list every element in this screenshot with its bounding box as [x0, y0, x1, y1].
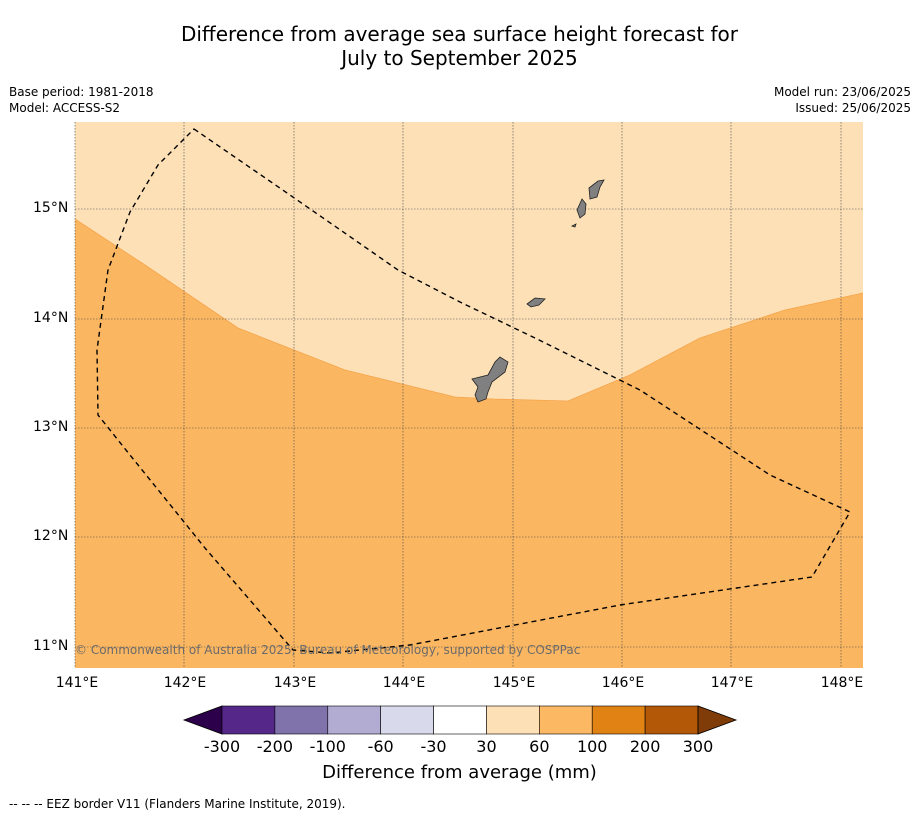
colorbar-tick-label: 100 — [576, 737, 608, 756]
colorbar-tick-label: -60 — [367, 737, 394, 756]
eez-legend-note: -- -- -- EEZ border V11 (Flanders Marine… — [9, 797, 346, 811]
colorbar-tick-label: -30 — [420, 737, 447, 756]
title-line-2: July to September 2025 — [341, 46, 578, 70]
lon-label-141: 141°E — [55, 675, 99, 691]
lon-label-147: 147°E — [710, 675, 754, 691]
colorbar-arrow-high — [697, 705, 738, 735]
colorbar-tick-label: -100 — [309, 737, 346, 756]
island-tinian — [576, 198, 587, 219]
base-period: Base period: 1981-2018 — [9, 85, 154, 99]
colorbar-tick-label: -300 — [203, 737, 241, 756]
title-line-1: Difference from average sea surface heig… — [180, 22, 739, 46]
island-saipan — [588, 179, 605, 200]
colorbar-segment — [274, 705, 329, 735]
colorbar-segment — [380, 705, 434, 735]
lat-label-13: 13°N — [33, 419, 69, 435]
islands — [471, 179, 605, 403]
issued-date: Issued: 25/06/2025 — [795, 101, 911, 115]
colorbar-segment — [591, 705, 646, 735]
colorbar-tick-label: 300 — [682, 737, 714, 756]
colorbar-segment — [486, 705, 540, 735]
lon-label-146: 146°E — [601, 675, 645, 691]
lon-label-148: 148°E — [820, 675, 864, 691]
colorbar-tick-label: -200 — [256, 737, 294, 756]
model-run: Model run: 23/06/2025 — [773, 85, 911, 99]
copyright-notice: © Commonwealth of Australia 2025, Bureau… — [75, 643, 581, 657]
colorbar-segment — [221, 705, 276, 735]
grid-lines — [74, 122, 863, 668]
island-guam — [471, 356, 509, 403]
colorbar-arrow-low — [182, 705, 223, 735]
eez-border — [96, 128, 851, 654]
colorbar-segment — [539, 705, 593, 735]
colorbar-segment — [433, 705, 487, 735]
lon-label-143: 143°E — [273, 675, 317, 691]
island-aguijan — [570, 223, 577, 228]
lat-label-14: 14°N — [33, 310, 69, 326]
colorbar-tick-label: 30 — [476, 737, 497, 756]
model-name: Model: ACCESS-S2 — [9, 101, 121, 115]
colorbar-segment — [644, 705, 699, 735]
map-title: Difference from average sea surface heig… — [0, 22, 919, 70]
meta-left: Base period: 1981-2018 Model: ACCESS-S2 — [9, 84, 154, 116]
lon-label-145: 145°E — [492, 675, 536, 691]
lat-label-12: 12°N — [33, 528, 69, 544]
island-rota — [526, 297, 546, 308]
colorbar-tick-label: 60 — [529, 737, 550, 756]
band-boundary — [74, 218, 864, 402]
colorbar-segment — [327, 705, 381, 735]
colorbar-label: Difference from average (mm) — [322, 762, 597, 783]
lat-label-15: 15°N — [33, 200, 69, 216]
colorbar — [182, 705, 738, 735]
lon-label-144: 144°E — [382, 675, 426, 691]
band-60-100 — [75, 219, 863, 668]
lon-label-142: 142°E — [163, 675, 207, 691]
lat-label-11: 11°N — [33, 638, 69, 654]
meta-right: Model run: 23/06/2025 Issued: 25/06/2025 — [774, 84, 911, 116]
colorbar-tick-label: 200 — [629, 737, 661, 756]
